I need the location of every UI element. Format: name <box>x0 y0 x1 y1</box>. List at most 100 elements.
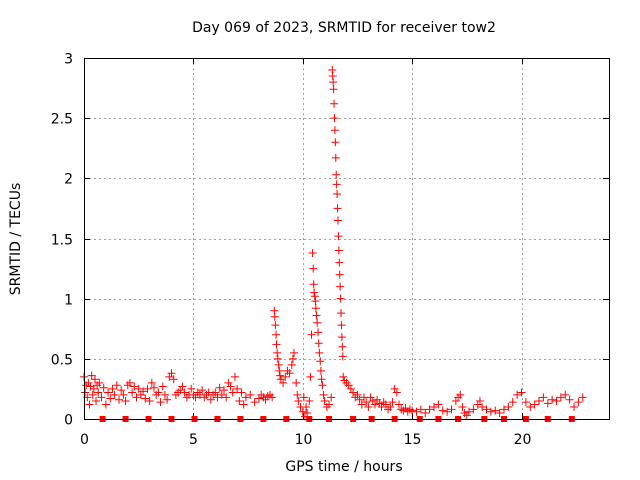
data-point <box>279 378 288 387</box>
y-tick-labels: 0 0.5 1 1.5 2 2.5 3 <box>51 52 73 429</box>
data-point <box>430 402 438 411</box>
data-point <box>132 393 141 402</box>
data-point <box>530 400 539 409</box>
data-point <box>298 407 307 416</box>
data-point <box>339 372 348 381</box>
data-point <box>239 400 248 409</box>
data-point <box>364 402 373 411</box>
data-point <box>141 394 150 403</box>
data-point <box>220 386 228 395</box>
data-point <box>309 280 318 289</box>
data-point <box>330 99 339 108</box>
data-point <box>101 400 110 409</box>
data-point <box>150 383 158 392</box>
data-point <box>99 383 108 392</box>
data-point <box>125 378 134 387</box>
data-point <box>336 282 345 291</box>
data-point <box>377 402 386 411</box>
data-point <box>336 294 345 303</box>
data-point <box>121 396 130 405</box>
data-point <box>139 387 148 396</box>
data-point <box>333 189 342 198</box>
data-point <box>178 382 187 391</box>
data-point <box>128 388 137 397</box>
data-point <box>335 258 344 267</box>
data-point <box>332 180 341 189</box>
data-point <box>156 398 165 407</box>
data-point <box>521 398 530 407</box>
data-point <box>412 407 421 416</box>
data-point <box>115 395 123 404</box>
data-point <box>331 153 340 162</box>
data-point <box>329 78 338 87</box>
data-point <box>217 390 226 399</box>
data-point <box>447 405 456 414</box>
data-point <box>556 393 565 402</box>
data-point <box>334 246 343 255</box>
data-point <box>482 405 491 414</box>
data-point <box>349 388 358 397</box>
data-point <box>213 393 222 402</box>
data-point <box>314 328 323 337</box>
data-point <box>271 321 280 330</box>
data-point <box>333 204 342 213</box>
data-point <box>309 264 318 273</box>
data-point <box>163 395 172 404</box>
data-point <box>458 402 467 411</box>
data-point <box>335 270 344 279</box>
data-point <box>130 382 139 391</box>
data-point <box>158 382 167 391</box>
data-point <box>154 388 163 397</box>
data-point <box>535 396 543 405</box>
data-point <box>504 402 513 411</box>
data-point <box>272 340 281 349</box>
data-point <box>314 339 323 348</box>
data-point <box>106 394 115 403</box>
data-point <box>333 216 342 225</box>
x-tick-label: 5 <box>189 432 198 448</box>
data-point <box>508 398 517 407</box>
data-point <box>143 384 152 393</box>
data-point <box>294 396 303 405</box>
data-point <box>275 366 284 375</box>
data-point <box>288 354 297 363</box>
chart-title: Day 069 of 2023, SRMTID for receiver tow… <box>192 20 496 36</box>
data-point <box>526 402 535 411</box>
data-point <box>329 85 338 94</box>
y-tick-label: 0 <box>64 413 73 429</box>
data-point <box>313 318 322 327</box>
data-point <box>215 383 224 392</box>
data-point <box>117 386 126 395</box>
data-point <box>272 330 281 339</box>
data-point <box>388 398 397 407</box>
data-point <box>395 400 403 409</box>
data-point <box>85 400 94 409</box>
data-point <box>95 378 104 387</box>
data-point <box>475 396 484 405</box>
data-point <box>469 405 478 414</box>
x-axis-label: GPS time / hours <box>285 459 402 475</box>
data-point <box>167 369 176 378</box>
data-point <box>87 371 96 380</box>
data-point <box>574 398 583 407</box>
data-point <box>134 384 143 393</box>
data-point <box>306 372 315 381</box>
data-point <box>228 388 237 397</box>
x-tick-label: 20 <box>514 432 532 448</box>
data-point <box>578 393 587 402</box>
data-point <box>316 357 325 366</box>
data-point <box>187 384 196 393</box>
x-tick-labels: 0 5 10 15 20 <box>80 432 531 448</box>
data-point <box>338 352 347 361</box>
data-point <box>478 402 487 411</box>
data-point <box>500 405 508 414</box>
data-point <box>362 398 371 407</box>
data-point <box>331 138 340 147</box>
data-point <box>353 390 362 399</box>
data-point <box>310 292 319 301</box>
data-point <box>320 396 329 405</box>
data-point <box>303 408 312 417</box>
data-point <box>539 393 548 402</box>
data-point <box>325 400 333 409</box>
y-tick-label: 3 <box>64 52 73 68</box>
